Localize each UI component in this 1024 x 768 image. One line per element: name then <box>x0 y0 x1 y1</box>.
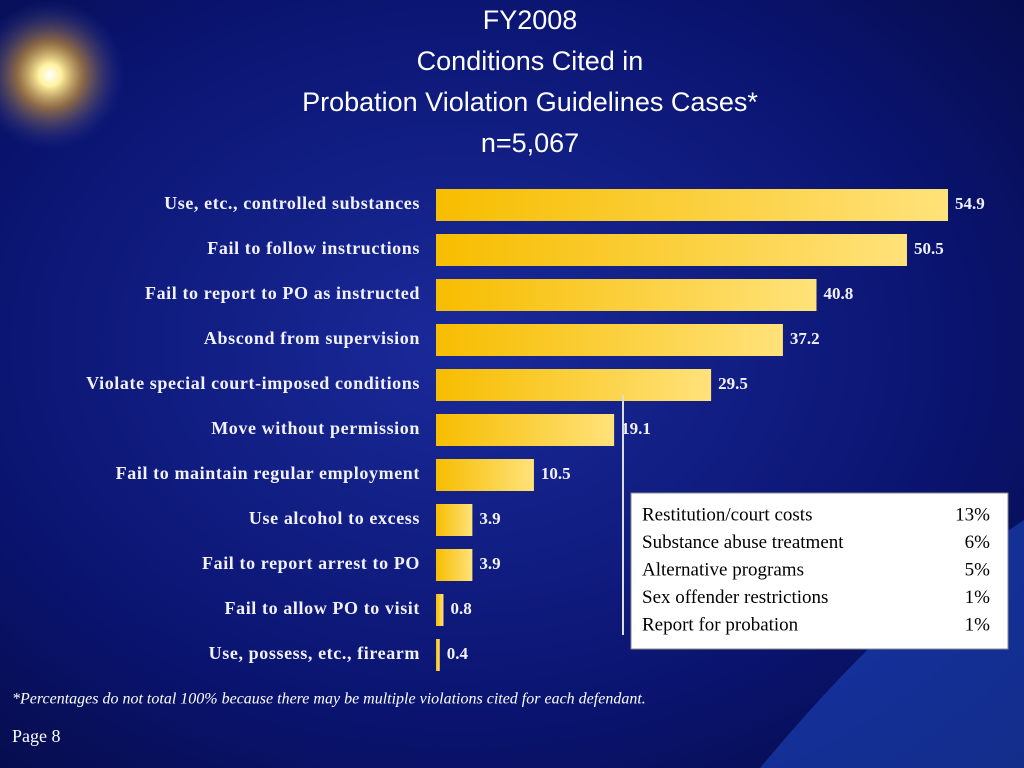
category-label: Fail to maintain regular employment <box>116 463 420 483</box>
value-label: 19.1 <box>621 419 651 438</box>
title-line: n=5,067 <box>481 128 579 158</box>
bar <box>436 279 817 311</box>
inset-value: 5% <box>965 559 991 580</box>
title-block: FY2008 Conditions Cited in Probation Viola… <box>302 5 758 158</box>
bar <box>436 189 948 221</box>
bar <box>436 324 783 356</box>
title-line: FY2008 <box>483 5 578 35</box>
title-line: Conditions Cited in <box>417 46 644 76</box>
bar <box>436 414 615 446</box>
value-label: 10.5 <box>541 464 571 483</box>
inset-label: Alternative programs <box>642 559 804 580</box>
bar <box>436 234 907 266</box>
inset-value: 13% <box>955 504 990 525</box>
value-label: 3.9 <box>479 554 500 573</box>
inset-value: 1% <box>965 587 991 608</box>
category-label: Fail to follow instructions <box>207 238 420 258</box>
inset-box <box>630 492 1009 650</box>
value-label: 40.8 <box>824 284 854 303</box>
value-label: 50.5 <box>914 239 944 258</box>
category-label: Fail to report arrest to PO <box>202 553 420 573</box>
sun-glow <box>0 0 125 150</box>
bar <box>436 459 534 491</box>
bar <box>436 369 712 401</box>
page-label: Page 8 <box>12 726 61 746</box>
inset-table: Restitution/court costs 13% Substance abus… <box>642 504 990 635</box>
bar <box>436 639 440 671</box>
value-label: 0.4 <box>447 644 469 663</box>
title-line: Probation Violation Guidelines Cases* <box>302 87 758 117</box>
category-label: Abscond from supervision <box>204 328 420 348</box>
category-label: Violate special court-imposed conditions <box>86 373 420 393</box>
category-label: Use alcohol to excess <box>249 508 420 528</box>
inset-value: 6% <box>965 532 991 553</box>
value-label: 29.5 <box>718 374 748 393</box>
inset-label: Report for probation <box>642 614 799 635</box>
bar <box>436 504 473 536</box>
bar <box>436 549 473 581</box>
value-label: 54.9 <box>955 194 985 213</box>
category-label: Use, possess, etc., firearm <box>209 643 420 663</box>
category-label: Move without permission <box>211 418 420 438</box>
bar <box>436 594 444 626</box>
inset-label: Substance abuse treatment <box>642 532 844 553</box>
value-label: 3.9 <box>479 509 500 528</box>
value-label: 0.8 <box>450 599 471 618</box>
footnote: *Percentages do not total 100% because t… <box>12 691 646 708</box>
category-label: Fail to report to PO as instructed <box>145 283 420 303</box>
inset-label: Sex offender restrictions <box>642 587 828 608</box>
inset-value: 1% <box>965 614 991 635</box>
inset-label: Restitution/court costs <box>642 504 812 525</box>
category-label: Fail to allow PO to visit <box>225 598 420 618</box>
category-label: Use, etc., controlled substances <box>164 193 420 213</box>
value-label: 37.2 <box>790 329 820 348</box>
bar-chart: Use, etc., controlled substances 54.9 Fail… <box>86 189 985 671</box>
